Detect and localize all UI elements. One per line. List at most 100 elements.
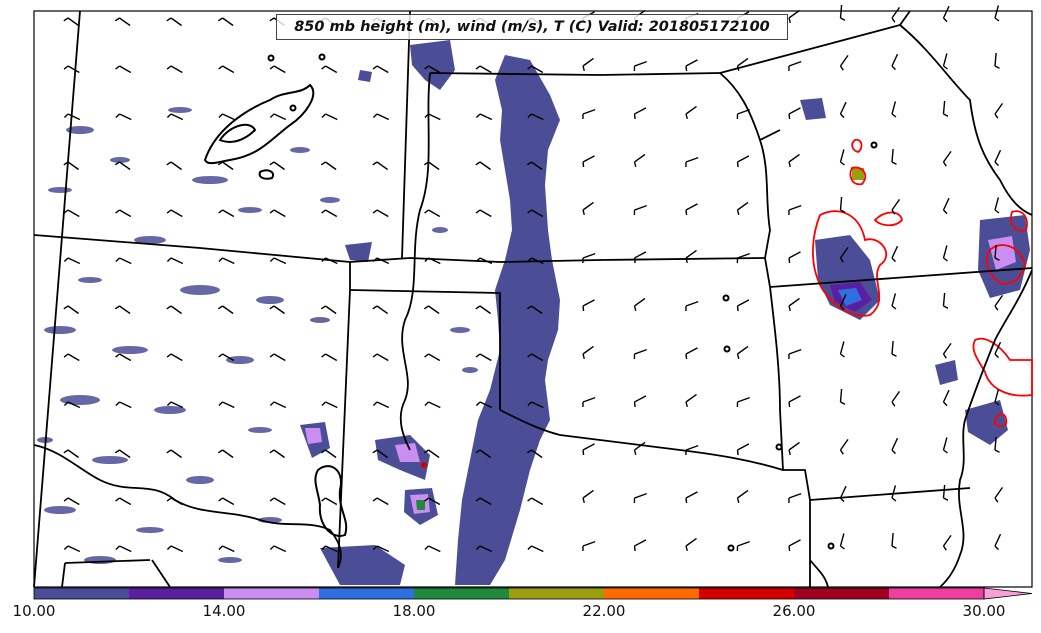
wind-barb: [475, 65, 492, 74]
colorbar-segment: [414, 588, 510, 599]
wind-barb: [372, 353, 389, 362]
colorbar-segment: [794, 588, 890, 599]
colorbar-segment: [604, 588, 700, 599]
wind-barb: [269, 497, 286, 506]
wind-barb: [839, 438, 849, 455]
wind-barb: [942, 53, 948, 70]
wind-barb: [994, 486, 1004, 503]
wind-barb: [633, 492, 647, 504]
wind-barb: [839, 196, 846, 213]
wind-barb: [685, 59, 698, 72]
wind-barb: [994, 149, 1002, 167]
wind-barb: [891, 340, 897, 357]
wind-barb: [839, 293, 847, 311]
wind-barb: [891, 101, 897, 118]
wind-barb: [839, 149, 845, 166]
wind-barb: [788, 153, 800, 167]
river-borders: [33, 72, 1033, 588]
wind-barb: [582, 345, 594, 359]
wind-barb: [633, 251, 647, 264]
wind-barb: [582, 252, 596, 264]
wind-barb: [994, 294, 1004, 311]
wind-barb: [839, 246, 849, 263]
wind-barb: [321, 353, 338, 362]
wind-barb: [685, 537, 697, 551]
wind-barb: [891, 485, 897, 502]
wind-barb: [942, 5, 950, 23]
wind-barb: [166, 353, 183, 362]
wind-barb: [63, 161, 80, 171]
wind-barb: [321, 113, 338, 121]
wind-barb: [475, 113, 493, 121]
wind-barb: [942, 292, 949, 309]
wind-barb: [424, 65, 441, 74]
wind-barb: [839, 533, 845, 550]
colorbar-segment: [224, 588, 320, 599]
wind-barb: [218, 65, 235, 74]
wind-barb: [269, 65, 286, 74]
wind-barb: [269, 113, 287, 121]
wind-barb: [269, 305, 286, 315]
wind-barb: [942, 197, 950, 215]
wind-barb: [788, 492, 802, 504]
wind-barb: [788, 107, 801, 120]
wind-barb: [527, 209, 544, 218]
wind-barb: [475, 257, 493, 265]
wind-barb: [269, 161, 286, 171]
wind-barb: [166, 305, 183, 315]
colorbar-segment: [509, 588, 605, 599]
wind-barb: [527, 65, 544, 74]
colorbar-tick-label: 18.00: [392, 602, 436, 620]
wind-barb: [166, 113, 184, 121]
wind-barb: [736, 155, 750, 168]
wind-barb: [424, 353, 441, 362]
colorbar: [33, 587, 1033, 600]
wind-barb: [217, 449, 234, 459]
wind-barb: [372, 305, 389, 315]
wind-barb: [372, 113, 390, 121]
wind-barb: [217, 161, 234, 171]
wind-barb: [166, 401, 184, 409]
wind-barb: [115, 113, 132, 121]
wind-barb: [218, 497, 235, 506]
wind-barb: [582, 57, 594, 71]
wind-barb: [633, 539, 647, 552]
wind-barb: [166, 257, 184, 265]
wind-barb: [633, 107, 647, 120]
wind-barb: [527, 257, 544, 265]
wind-barb: [218, 353, 235, 362]
wind-barb: [891, 53, 899, 71]
wind-barb: [839, 4, 846, 21]
wind-barb: [736, 252, 750, 264]
wind-barb: [736, 108, 750, 120]
wind-barb: [891, 390, 901, 407]
wind-barb: [166, 209, 183, 218]
wind-barb: [527, 353, 544, 362]
wind-barb: [475, 497, 492, 506]
wind-barb: [372, 449, 389, 459]
wind-barb: [63, 113, 81, 121]
wind-barb: [372, 545, 390, 553]
wind-barb: [582, 155, 595, 168]
wind-barb: [269, 353, 286, 362]
wind-barb: [63, 497, 80, 506]
wind-barb: [685, 444, 699, 456]
wind-barb: [994, 197, 1000, 214]
wind-barb: [633, 395, 647, 408]
state-boundaries: [33, 10, 1033, 588]
wind-barb: [788, 9, 800, 23]
wind-barb: [942, 342, 952, 359]
colorbar-segment: [699, 588, 795, 599]
wind-barb: [839, 388, 846, 405]
wind-barb: [115, 401, 132, 409]
colorbar-extension: [983, 587, 1033, 600]
wind-barb: [269, 209, 286, 218]
wind-barb: [424, 113, 441, 121]
wind-barb: [372, 161, 389, 171]
colorbar-outline: [33, 587, 985, 600]
wind-barb: [736, 396, 750, 408]
wind-barb: [218, 545, 235, 553]
wind-barb: [372, 209, 389, 218]
wind-barb: [788, 395, 801, 408]
